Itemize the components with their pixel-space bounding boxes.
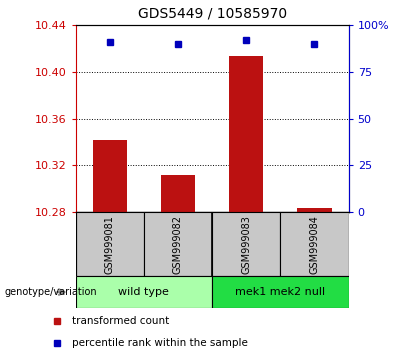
Text: mek1 mek2 null: mek1 mek2 null [235, 287, 326, 297]
Text: GSM999081: GSM999081 [105, 215, 115, 274]
Text: GSM999084: GSM999084 [310, 215, 320, 274]
Text: transformed count: transformed count [71, 316, 169, 326]
Bar [229, 56, 263, 212]
Bar [76, 276, 212, 308]
Title: GDS5449 / 10585970: GDS5449 / 10585970 [137, 7, 287, 21]
Bar [212, 212, 280, 276]
Bar [280, 212, 349, 276]
Text: wild type: wild type [118, 287, 169, 297]
Bar [212, 276, 349, 308]
Bar [297, 208, 331, 212]
Text: percentile rank within the sample: percentile rank within the sample [71, 338, 247, 348]
Bar [93, 140, 127, 212]
Text: GSM999082: GSM999082 [173, 215, 183, 274]
Bar [76, 212, 144, 276]
Bar [161, 175, 195, 212]
Text: GSM999083: GSM999083 [241, 215, 251, 274]
Bar [144, 212, 212, 276]
Text: genotype/variation: genotype/variation [4, 287, 97, 297]
